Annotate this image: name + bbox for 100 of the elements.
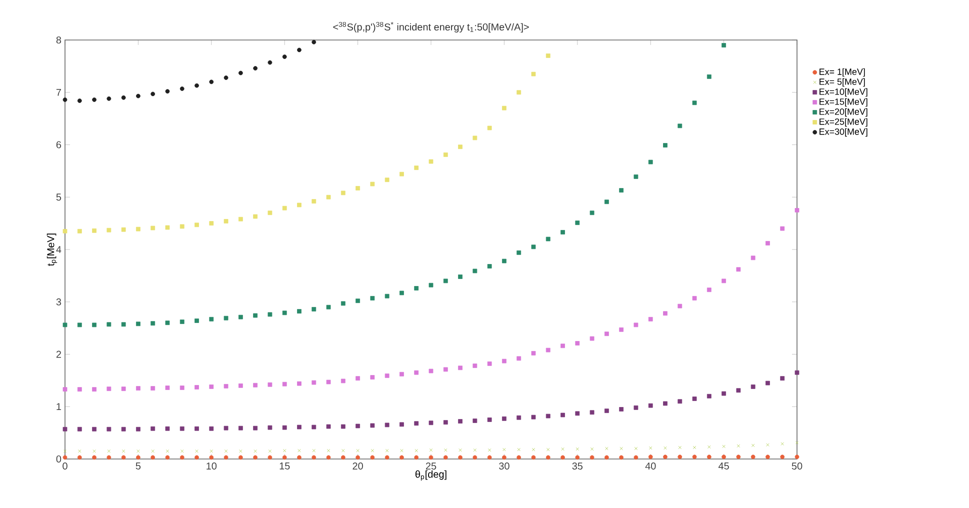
- point: [195, 450, 198, 453]
- point: [253, 313, 258, 318]
- point: [780, 226, 785, 231]
- point: [62, 426, 68, 432]
- point: [312, 449, 316, 452]
- point: [428, 282, 434, 288]
- point: [546, 455, 550, 460]
- point: [414, 370, 419, 375]
- point: [92, 322, 96, 328]
- point: [706, 454, 712, 460]
- point: [224, 384, 228, 388]
- point: [356, 449, 360, 452]
- point: [238, 314, 243, 320]
- point: [458, 455, 462, 460]
- point: [502, 106, 506, 110]
- point: [282, 382, 287, 386]
- point: [268, 382, 272, 387]
- point: [209, 316, 214, 322]
- point: [370, 182, 375, 186]
- point: [458, 366, 462, 370]
- point: [531, 244, 536, 250]
- point: [180, 320, 184, 324]
- point: [210, 450, 214, 453]
- y-tick-label: 4: [56, 246, 62, 253]
- point: [180, 450, 184, 453]
- point: [502, 455, 506, 460]
- point: [326, 424, 331, 429]
- point: [546, 448, 550, 452]
- point: [590, 336, 594, 341]
- point: [356, 298, 360, 304]
- point: [472, 455, 478, 460]
- legend-label: Ex=25[MeV]: [820, 118, 868, 127]
- point: [428, 420, 434, 426]
- point: [516, 455, 522, 460]
- point: [532, 448, 536, 452]
- point: [443, 367, 448, 372]
- point: [180, 224, 184, 229]
- point: [136, 322, 140, 326]
- point: [678, 304, 682, 308]
- point: [106, 228, 112, 232]
- point: [165, 426, 170, 431]
- point: [502, 416, 506, 421]
- point: [604, 408, 609, 414]
- point: [443, 152, 448, 157]
- point: [560, 230, 565, 234]
- y-axis-title: t$_{p}$[MeV]: [46, 234, 58, 266]
- y-tick-label: 5: [56, 194, 62, 201]
- point: [239, 450, 242, 453]
- point: [531, 455, 536, 460]
- point: [414, 166, 419, 170]
- point: [326, 304, 331, 310]
- point: [414, 286, 419, 290]
- point: [663, 401, 668, 406]
- point: [62, 322, 68, 328]
- point: [663, 454, 668, 460]
- point: [121, 386, 126, 392]
- point: [414, 449, 418, 452]
- point: [722, 278, 726, 284]
- point: [209, 80, 214, 84]
- point: [766, 380, 770, 386]
- point: [165, 455, 170, 460]
- point: [517, 448, 520, 452]
- point: [400, 449, 404, 452]
- point: [794, 370, 800, 375]
- point: [370, 375, 375, 380]
- point: [487, 126, 492, 130]
- point: [180, 426, 184, 431]
- point: [238, 455, 243, 460]
- point: [297, 202, 302, 208]
- point: [531, 351, 536, 356]
- point: [472, 364, 478, 368]
- point: [750, 384, 756, 389]
- point: [151, 450, 154, 453]
- point: [106, 426, 112, 432]
- point: [722, 454, 726, 460]
- x-tick-label: 5: [136, 462, 141, 470]
- point: [282, 206, 287, 210]
- point: [692, 296, 697, 300]
- point: [238, 426, 243, 430]
- point: [224, 76, 228, 80]
- point: [546, 236, 550, 242]
- point: [194, 83, 199, 88]
- point: [253, 426, 258, 430]
- point: [706, 394, 712, 398]
- point: [472, 268, 478, 274]
- point: [561, 447, 564, 451]
- point: [253, 66, 258, 70]
- x-tick-label: 15: [280, 462, 290, 470]
- x-tick-label: 20: [352, 462, 363, 470]
- point: [384, 455, 390, 460]
- point: [516, 250, 522, 255]
- point: [282, 54, 287, 59]
- point: [487, 418, 492, 422]
- point: [194, 455, 199, 460]
- point: [546, 348, 550, 352]
- point: [736, 267, 741, 272]
- x-tick-label: 45: [718, 462, 729, 470]
- point: [165, 386, 170, 390]
- point: [488, 448, 492, 452]
- point: [63, 450, 67, 453]
